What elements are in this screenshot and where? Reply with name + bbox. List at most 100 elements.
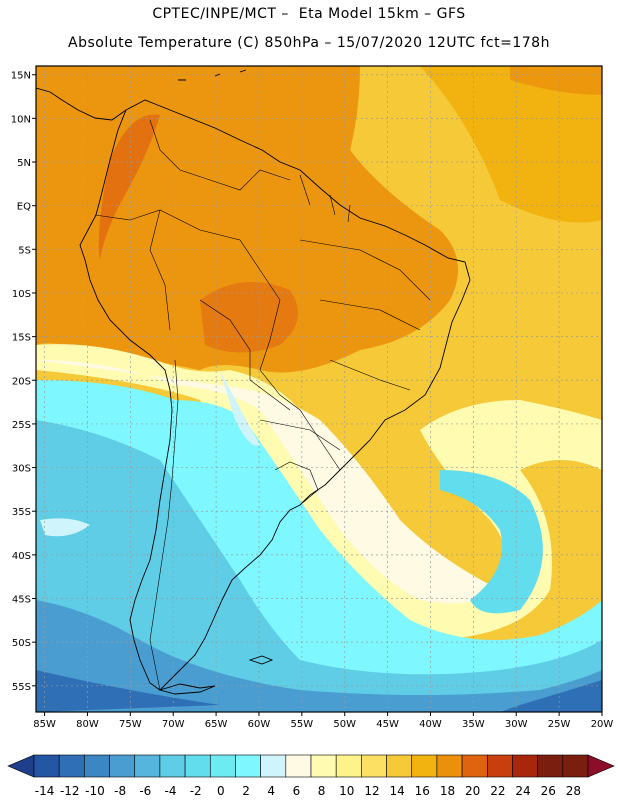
field-pale-pocket <box>40 370 260 537</box>
border-peru-ecuador <box>94 209 171 331</box>
border-argentina-uruguay <box>274 461 319 506</box>
border-guianas <box>299 174 351 223</box>
colorbar-label: -10 <box>85 784 105 798</box>
colorbar-swatch <box>33 754 60 778</box>
colorbar-swatch <box>537 754 564 778</box>
field-ne-warm <box>510 66 602 95</box>
lon-label: 20W <box>591 719 614 730</box>
colorbar-label: 26 <box>541 784 556 798</box>
colorbar-swatch <box>386 754 413 778</box>
lon-label: 55W <box>291 719 314 730</box>
country-borders <box>94 119 431 691</box>
chart-title-line2: Absolute Temperature (C) 850hPa – 15/07/… <box>68 35 550 51</box>
colorbar-swatch <box>335 754 362 778</box>
colorbar-label: 22 <box>490 784 505 798</box>
colorbar-arrow-high <box>587 754 615 778</box>
lat-label: EQ <box>17 202 31 213</box>
lon-label: 40W <box>419 719 442 730</box>
colorbar-swatch <box>310 754 337 778</box>
lat-label: 50S <box>12 638 31 649</box>
lat-label: 30S <box>12 464 31 475</box>
border-brazil-west <box>159 209 341 471</box>
border-brazil-states <box>259 239 431 451</box>
central-america-outline <box>36 87 127 121</box>
caribbean-islands <box>178 69 247 81</box>
colorbar-label: -14 <box>35 784 55 798</box>
colorbar-label: -2 <box>190 784 202 798</box>
colorbar-label: 28 <box>566 784 581 798</box>
colorbar-swatch <box>184 754 211 778</box>
field-cold-patch-atlantic <box>440 470 543 614</box>
colorbar-label: 6 <box>293 784 301 798</box>
lon-label: 50W <box>333 719 356 730</box>
lon-label: 75W <box>119 719 142 730</box>
colorbar-label: 12 <box>364 784 379 798</box>
colorbar-swatch <box>134 754 161 778</box>
graticule <box>36 66 603 712</box>
lat-label: 5N <box>17 158 31 169</box>
field-warm-hotspots-2 <box>200 282 298 353</box>
colorbar-swatch <box>562 754 589 778</box>
colorbar-label: -6 <box>139 784 151 798</box>
colorbar-swatch <box>285 754 312 778</box>
lon-label: 70W <box>162 719 185 730</box>
colorbar-swatch <box>411 754 438 778</box>
colorbar-swatch <box>159 754 186 778</box>
lat-label: 10S <box>12 289 31 300</box>
colorbar-label: 20 <box>465 784 480 798</box>
lat-label: 10N <box>11 114 31 125</box>
field-cold-mid <box>36 420 602 712</box>
lat-label: 55S <box>12 682 31 693</box>
lon-label: 65W <box>205 719 228 730</box>
lat-label: 15N <box>11 71 31 82</box>
field-cream-band <box>36 360 500 604</box>
colorbar-swatch <box>209 754 236 778</box>
colorbar-label: 18 <box>440 784 455 798</box>
colorbar-label: 4 <box>267 784 275 798</box>
field-warm-tropics <box>36 66 602 223</box>
colorbar-label: 8 <box>318 784 326 798</box>
chart-title-line1: CPTEC/INPE/MCT – Eta Model 15km – GFS <box>152 6 466 22</box>
colorbar <box>7 754 615 778</box>
lon-label: 25W <box>548 719 571 730</box>
lon-label: 80W <box>76 719 99 730</box>
field-warm-hotspots <box>98 114 160 260</box>
lat-label: 45S <box>12 595 31 606</box>
lon-label: 45W <box>376 719 399 730</box>
lat-label: 35S <box>12 507 31 518</box>
temperature-field <box>36 66 602 712</box>
colorbar-swatch <box>461 754 488 778</box>
colorbar-labels: -14 -12 -10 -8 -6 -4 -2 0 2 4 6 8 10 12 14 16 18 20 22 24 26… <box>35 784 581 798</box>
lon-label: 85W <box>33 719 56 730</box>
colorbar-label: 16 <box>415 784 430 798</box>
colorbar-swatch <box>361 754 387 778</box>
colorbar-arrow-low <box>7 754 35 778</box>
south-america-outline <box>79 99 471 691</box>
colorbar-label: 2 <box>242 784 250 798</box>
map-frame <box>35 65 603 713</box>
colorbar-swatch <box>436 754 463 778</box>
latitude-ticks <box>32 74 36 687</box>
coastline <box>36 69 471 695</box>
lat-label: 5S <box>18 245 31 256</box>
lat-label: 40S <box>12 551 31 562</box>
latitude-labels: 15N 10N 5N EQ 5S 10S 15S 20S 25S 30S 35S 40S 45S 50S 5… <box>11 71 31 693</box>
colorbar-label: 0 <box>217 784 225 798</box>
colorbar-swatch <box>84 754 110 778</box>
colorbar-label: -4 <box>165 784 177 798</box>
colorbar-label: 14 <box>389 784 404 798</box>
border-andes <box>149 359 179 691</box>
colorbar-label: -12 <box>60 784 80 798</box>
lat-label: 15S <box>12 333 31 344</box>
colorbar-label: 24 <box>515 784 530 798</box>
lat-label: 20S <box>12 376 31 387</box>
longitude-labels: 85W 80W 75W 70W 65W 60W 55W 50W 45W 40W 35W 30W 25W 2… <box>33 719 613 730</box>
colorbar-swatch <box>260 754 287 778</box>
border-colombia-venezuela <box>149 119 291 191</box>
colorbar-swatch <box>486 754 513 778</box>
colorbar-swatch <box>109 754 136 778</box>
border-bolivia-paraguay <box>199 299 291 411</box>
colorbar-label: -8 <box>114 784 126 798</box>
field-cold-deepest <box>36 670 602 712</box>
